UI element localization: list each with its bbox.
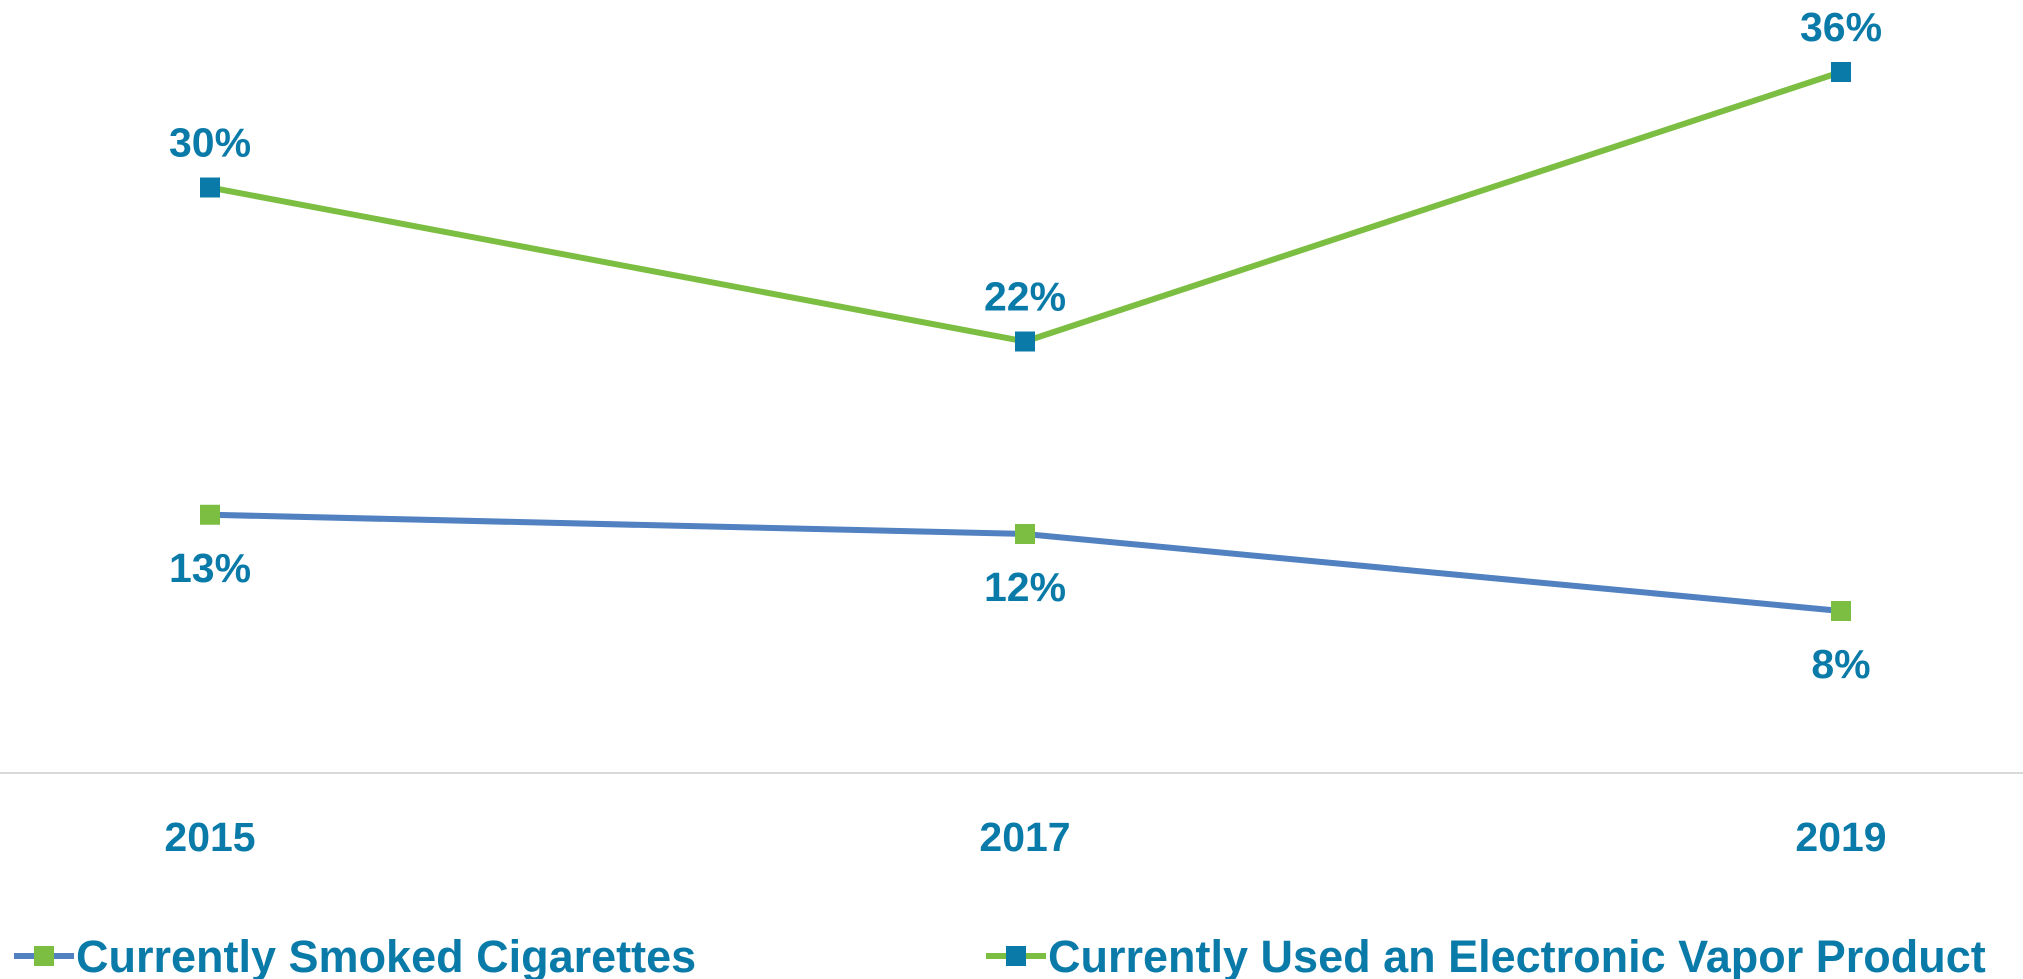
series-cigarettes: 13% 12% 8% bbox=[169, 504, 1871, 687]
x-tick-label: 2015 bbox=[164, 814, 255, 860]
legend-label: Currently Smoked Cigarettes bbox=[76, 931, 696, 979]
x-tick-label: 2017 bbox=[979, 814, 1070, 860]
x-tick-label: 2019 bbox=[1795, 814, 1886, 860]
data-point-marker bbox=[1015, 331, 1035, 352]
data-point-marker bbox=[1831, 62, 1851, 82]
legend-marker-swatch bbox=[1006, 946, 1026, 966]
legend: Currently Smoked Cigarettes Currently Use… bbox=[14, 931, 1986, 979]
series-layer: 13% 12% 8% 30% 22% 36% bbox=[169, 4, 1882, 687]
legend-item: Currently Smoked Cigarettes bbox=[14, 931, 696, 979]
series-vapor: 30% 22% 36% bbox=[169, 4, 1882, 352]
data-point-marker bbox=[1015, 524, 1035, 544]
data-label: 22% bbox=[984, 274, 1066, 320]
data-label: 12% bbox=[984, 564, 1066, 610]
data-label: 36% bbox=[1800, 4, 1882, 50]
data-label: 30% bbox=[169, 120, 251, 166]
data-point-marker bbox=[200, 504, 220, 525]
data-point-marker bbox=[1831, 601, 1851, 621]
legend-item: Currently Used an Electronic Vapor Produ… bbox=[986, 931, 1986, 979]
legend-marker-swatch bbox=[34, 946, 54, 966]
data-point-marker bbox=[200, 177, 220, 198]
legend-label: Currently Used an Electronic Vapor Produ… bbox=[1048, 931, 1986, 979]
data-label: 8% bbox=[1811, 641, 1870, 687]
data-label: 13% bbox=[169, 545, 251, 591]
x-tick-labels: 2015 2017 2019 bbox=[164, 814, 1886, 860]
